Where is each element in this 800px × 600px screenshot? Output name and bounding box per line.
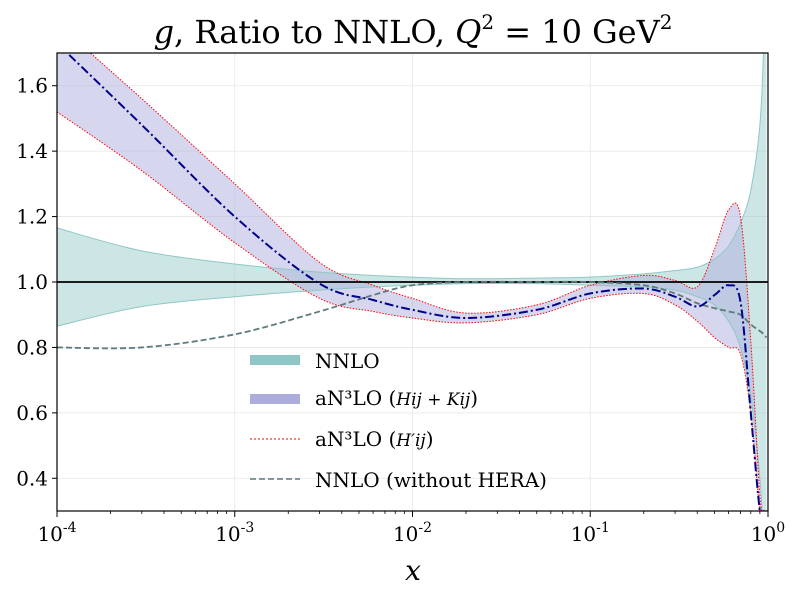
x-tick-label: 10-4 — [37, 520, 76, 546]
chart-title: g, Ratio to NNLO, Q2 = 10 GeV2 — [154, 10, 673, 51]
legend: NNLO aN³LO (Hij + Kij) aN³LO (H′ij) NNLO… — [250, 349, 547, 492]
x-tick-label: 10-1 — [571, 520, 610, 546]
legend-label-nnlo: NNLO — [315, 349, 380, 373]
series-layer — [57, 53, 768, 511]
nnlo-band-edge — [57, 282, 763, 511]
title-eq: = 10 GeV — [494, 13, 661, 51]
an3lo-hprime-edge — [57, 111, 767, 511]
title-q: Q — [455, 13, 481, 51]
an3lo-hprime-edge — [89, 53, 767, 511]
x-tick-label: 10-2 — [393, 520, 432, 546]
x-tick-label: 100 — [751, 520, 785, 546]
title-unit-exp: 2 — [660, 10, 673, 34]
legend-swatch-nnlo — [250, 355, 300, 365]
legend-swatch-an3lo — [250, 394, 300, 404]
title-symbol: g — [154, 13, 174, 51]
x-tick-label: 10-3 — [215, 520, 254, 546]
title-q-exp: 2 — [481, 10, 494, 34]
x-axis-label: x — [405, 554, 421, 587]
legend-label-nnlo-without-hera: NNLO (without HERA) — [315, 468, 547, 492]
y-tick-label: 0.8 — [16, 335, 48, 359]
legend-label-an3lo: aN³LO (Hij + Kij) — [315, 386, 478, 410]
y-tick-label: 0.4 — [16, 466, 48, 490]
y-tick-label: 1.2 — [16, 205, 48, 229]
y-tick-label: 1.4 — [16, 139, 48, 163]
title-text: , Ratio to NNLO, — [174, 13, 455, 51]
y-tick-label: 1.0 — [16, 270, 48, 294]
an3lo-central-line — [65, 53, 767, 511]
axis-ticks: 0.4 0.6 0.8 1.0 1.2 1.4 1.6 10-4 10-3 10-2 10-1 100 — [16, 74, 785, 546]
legend-label-an3lo-hprime: aN³LO (H′ij) — [315, 427, 434, 451]
nnlo-without-hera-line — [57, 280, 768, 350]
y-tick-label: 1.6 — [16, 74, 48, 98]
y-tick-label: 0.6 — [16, 401, 48, 425]
nnlo-band-edge — [57, 53, 765, 280]
